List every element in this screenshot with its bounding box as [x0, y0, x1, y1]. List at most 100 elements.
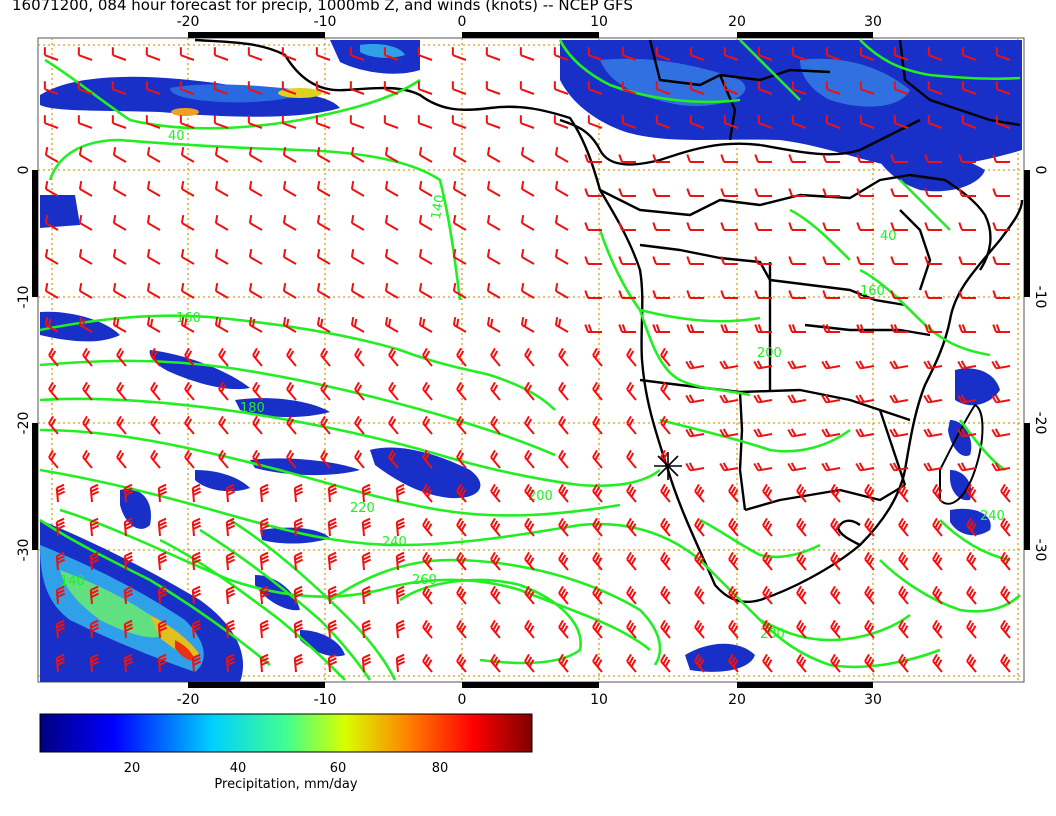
wind-barb [147, 222, 161, 231]
wind-barb [55, 487, 59, 503]
wind-barb-flag [730, 486, 737, 495]
wind-barb-flag [830, 653, 836, 662]
wind-barb [259, 589, 263, 605]
wind-barb-flag [1000, 653, 1006, 662]
wind-barb-flag [762, 653, 768, 662]
wind-barb-flag [458, 452, 465, 461]
wind-barb-flag [158, 558, 168, 564]
wind-barb-flag [158, 592, 168, 598]
wind-barb-flag [766, 557, 773, 566]
wind-barb-flag [184, 449, 190, 458]
wind-barb-flag [124, 524, 134, 530]
wind-barb-flag [294, 521, 303, 527]
wind-barb-flag [960, 462, 967, 471]
wind-barb [419, 188, 433, 197]
wind-barb-flag [220, 452, 227, 461]
wind-barb-flag [791, 324, 797, 333]
wind-barb-flag [685, 429, 692, 437]
wind-barb [690, 365, 705, 370]
wind-barb-flag [696, 486, 703, 495]
wind-barb-flag [890, 188, 895, 197]
wind-barb-flag [158, 626, 168, 632]
wind-barb-flag [864, 483, 870, 492]
wind-barb [317, 256, 331, 265]
wind-barb-flag [48, 449, 54, 458]
wind-barb-flag [421, 318, 426, 327]
wind-barb-flag [618, 324, 623, 333]
wind-barb-flag [328, 592, 338, 598]
wind-barb [351, 188, 365, 197]
wind-barb-flag [226, 483, 235, 489]
wind-barb-flag [286, 347, 292, 356]
wind-barb-flag [84, 384, 91, 393]
wind-barb-flag [388, 347, 394, 356]
wind-barb-flag [328, 657, 337, 663]
wind-barb [452, 54, 467, 61]
wind-barb-flag [146, 180, 151, 190]
wind-barb-flag [214, 180, 219, 190]
wind-barb-flag [56, 551, 65, 557]
wind-barb-flag [628, 384, 635, 393]
wind-barb-flag [458, 554, 465, 563]
wind-barb-flag [934, 486, 941, 495]
wind-barb-flag [660, 517, 666, 526]
lon-tick: -10 [314, 14, 337, 30]
wind-barb-flag [923, 361, 930, 369]
wind-barb-flag [486, 248, 491, 258]
wind-barb-flag [124, 483, 133, 489]
wind-barb-flag [56, 487, 65, 493]
wind-barb [520, 88, 535, 95]
wind-barb [259, 521, 263, 537]
wind-barb-flag [936, 557, 943, 566]
wind-barb-flag [90, 517, 99, 523]
wind-barb [588, 122, 603, 129]
wind-barb-flag [260, 653, 269, 659]
wind-barb [395, 487, 399, 503]
wind-barb-flag [788, 222, 793, 231]
wind-barb-flag [764, 622, 771, 631]
wind-barb-flag [790, 428, 797, 437]
wind-barb-flag [898, 653, 904, 662]
wind-barb-flag [958, 222, 963, 231]
wind-barb-flag [388, 449, 394, 458]
wind-barb-flag [798, 520, 805, 529]
wind-barb-flag [866, 588, 873, 597]
wind-barb-flag [924, 188, 929, 197]
wind-barb-flag [936, 523, 943, 532]
wind-barb [259, 555, 263, 571]
wind-barb-flag [798, 588, 805, 597]
wind-barb-flag [152, 452, 159, 461]
wind-barb-flag [124, 555, 133, 561]
wind-barb [282, 54, 297, 61]
wind-barb-flag [124, 623, 133, 629]
wind-barb-flag [889, 463, 896, 471]
wind-barb-flag [732, 489, 739, 498]
wind-barb [150, 456, 161, 469]
wind-barb-flag [698, 489, 705, 498]
wind-barb [928, 54, 943, 61]
wind-barb-flag [800, 625, 807, 634]
wind-barbs [43, 47, 1011, 673]
wind-barb-flag [260, 592, 270, 598]
wind-barb-flag [492, 520, 499, 529]
wind-barb-flag [594, 418, 601, 427]
wind-barb-flag [628, 554, 635, 563]
wind-barb-flag [124, 487, 133, 493]
wind-barb [385, 154, 399, 163]
wind-barb-flag [592, 653, 598, 662]
wind-barb [860, 399, 875, 404]
wind-barb [249, 154, 263, 163]
wind-barb-flag [626, 483, 632, 492]
wind-barb [521, 290, 535, 299]
wind-barb-flag [558, 585, 564, 594]
wind-barb-flag [618, 222, 623, 231]
wind-barb-flag [528, 557, 535, 566]
wind-barb [215, 154, 229, 163]
lon-tick: -20 [177, 692, 200, 708]
wind-barb-flag [660, 483, 666, 492]
wind-barb-flag [766, 625, 773, 634]
wind-barb-flag [893, 324, 899, 333]
wind-barb [354, 354, 365, 367]
wind-barb-flag [116, 415, 122, 424]
wind-barb-flag [426, 557, 433, 566]
